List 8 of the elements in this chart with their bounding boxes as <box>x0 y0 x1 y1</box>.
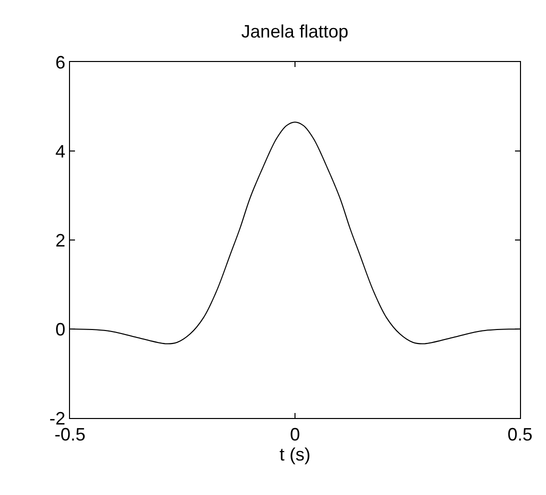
x-tick-label: 0 <box>290 424 300 445</box>
y-tick-label: 0 <box>55 319 66 340</box>
y-tick-label: 6 <box>55 52 66 72</box>
chart-title: Janela flattop <box>241 21 348 42</box>
x-tick-label: 0.5 <box>507 424 533 445</box>
y-tick-label: 4 <box>55 141 66 162</box>
x-axis-title: t (s) <box>280 444 310 465</box>
y-tick-label: 2 <box>55 230 66 250</box>
